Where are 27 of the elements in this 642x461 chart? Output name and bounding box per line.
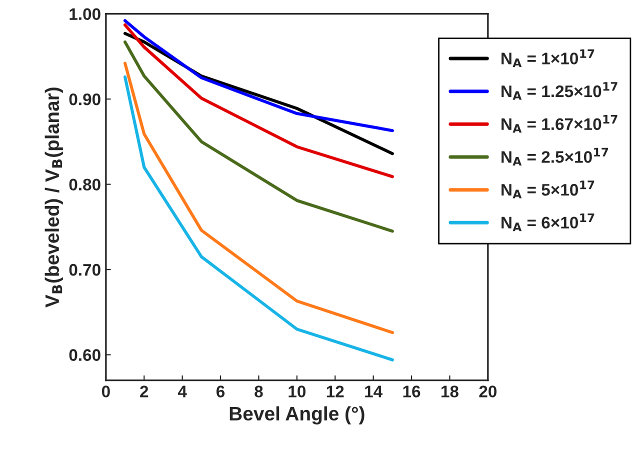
y-tick-label: 0.70: [69, 264, 100, 276]
line-series: [124, 40, 394, 233]
x-tick-label: 8: [254, 386, 263, 398]
x-tick-label: 16: [403, 386, 420, 398]
y-tick-label: 0.60: [69, 349, 100, 361]
x-tick-label: 20: [479, 386, 497, 398]
x-tick-label: 10: [288, 386, 306, 398]
legend-label: N$_{A}$ = 1×10$^{17}$: [502, 49, 594, 67]
line-series: [124, 23, 394, 178]
x-tick-label: 14: [365, 386, 383, 398]
line-series: [124, 19, 394, 132]
x-tick-label: 2: [140, 386, 148, 398]
x-tick-label: 6: [216, 386, 225, 398]
legend-label: N$_{A}$ = 2.5×10$^{17}$: [502, 148, 608, 166]
y-tick-label: 0.90: [69, 93, 100, 106]
y-tick-label: 0.80: [69, 178, 100, 190]
legend-label: N$_{A}$ = 1.67×10$^{17}$: [502, 115, 618, 133]
y-tick-label: 1.00: [70, 8, 100, 20]
legend-label: N$_{A}$ = 6×10$^{17}$: [502, 214, 594, 232]
y-axis-title: V$_{B}$(beveled) / V$_{B}$(planar): [44, 88, 63, 308]
x-tick-label: 4: [178, 386, 187, 398]
x-axis-title: Bevel Angle (°): [230, 406, 364, 424]
x-tick-label: 0: [102, 386, 110, 398]
legend-label: N$_{A}$ = 5×10$^{17}$: [502, 180, 594, 198]
x-tick-label: 18: [442, 386, 458, 398]
legend-label: N$_{A}$ = 1.25×10$^{17}$: [502, 82, 618, 100]
x-tick-label: 12: [326, 386, 344, 398]
